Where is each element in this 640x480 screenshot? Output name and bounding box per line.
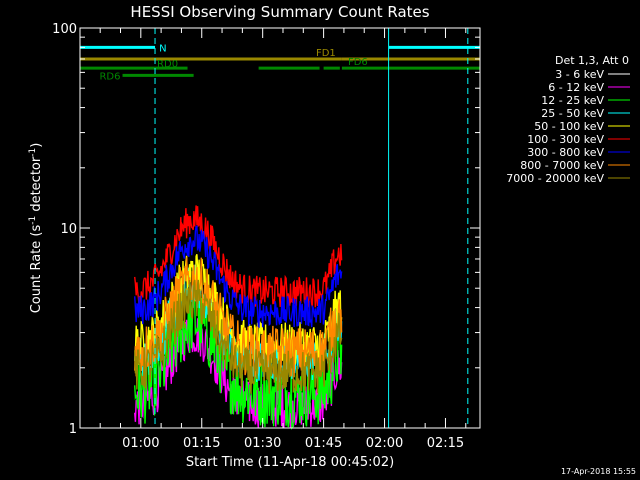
- x-tick-label: 01:30: [244, 436, 281, 451]
- legend-label: 7000 - 20000 keV: [506, 172, 604, 185]
- legend-label: 100 - 300 keV: [527, 133, 604, 146]
- flag-label: RD6: [99, 71, 120, 82]
- legend-label: 12 - 25 keV: [541, 94, 604, 107]
- legend-label: 6 - 12 keV: [548, 81, 604, 94]
- x-tick-label: 02:00: [366, 436, 403, 451]
- legend-title: Det 1,3, Att 0: [555, 54, 629, 67]
- y-tick-label: 10: [60, 222, 77, 237]
- series-line: [134, 254, 343, 368]
- flag-label: RD0: [157, 59, 178, 70]
- axes: 1 10 100 01:00 01:15 01:30 01:45 02:00 02:15: [52, 22, 480, 451]
- legend-label: 800 - 7000 keV: [520, 159, 604, 172]
- series-line: [134, 205, 343, 308]
- flag-bars: N FD1 FD6 RD0 RD6: [80, 43, 480, 82]
- legend-label: 300 - 800 keV: [527, 146, 604, 159]
- series-line: [134, 279, 343, 394]
- x-axis-label: Start Time (11-Apr-18 00:45:02): [186, 455, 394, 470]
- flag-label: FD1: [316, 48, 336, 59]
- chart-title: HESSI Observing Summary Count Rates: [130, 3, 429, 21]
- timestamp: 17-Apr-2018 15:55: [561, 467, 636, 476]
- legend-label: 50 - 100 keV: [534, 120, 604, 133]
- flag-label: N: [159, 43, 166, 54]
- y-tick-label: 100: [52, 22, 77, 37]
- flag-label: FD6: [348, 57, 368, 68]
- x-tick-label: 01:15: [183, 436, 220, 451]
- data-traces: [134, 205, 343, 430]
- x-tick-label: 01:00: [122, 436, 159, 451]
- x-tick-label: 02:15: [427, 436, 464, 451]
- y-axis-label: Count Rate (s-1 detector-1): [28, 143, 44, 314]
- series-line: [134, 225, 343, 329]
- y-tick-label: 1: [69, 422, 77, 437]
- x-tick-label: 01:45: [305, 436, 342, 451]
- legend-label: 3 - 6 keV: [555, 68, 604, 81]
- legend-label: 25 - 50 keV: [541, 107, 604, 120]
